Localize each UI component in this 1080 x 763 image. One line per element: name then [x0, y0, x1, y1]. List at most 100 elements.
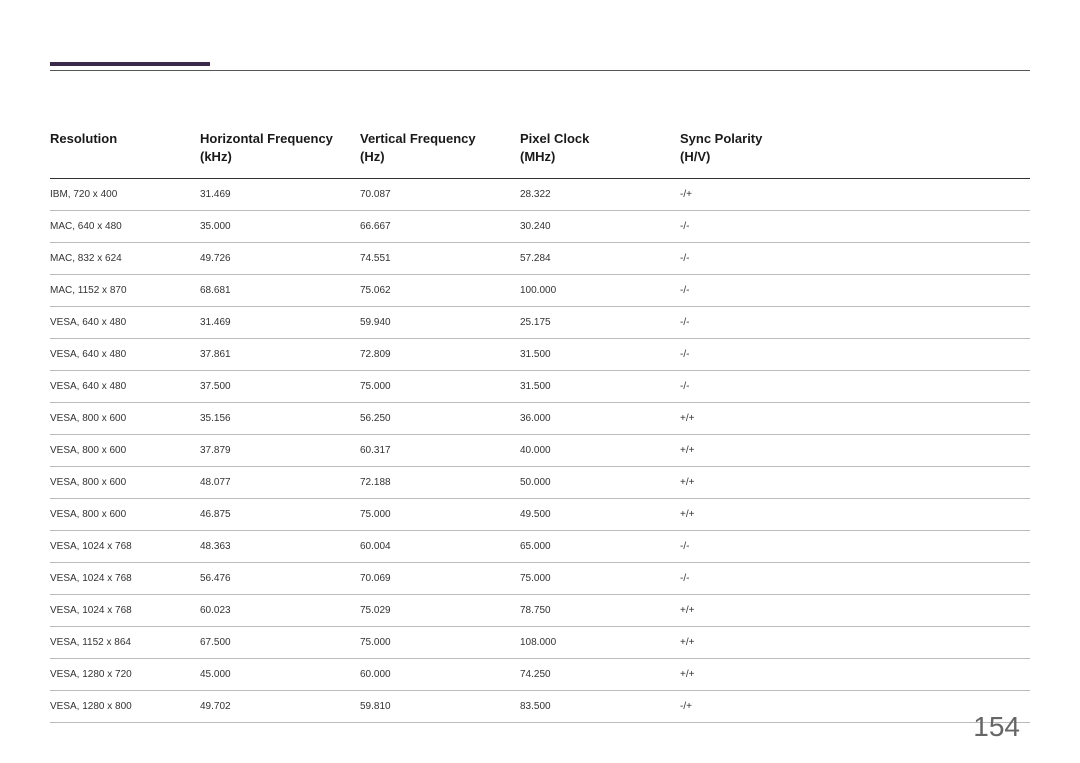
table-cell: +/+: [680, 595, 1030, 627]
table-cell: -/-: [680, 275, 1030, 307]
header-unit: (kHz): [200, 148, 352, 166]
table-cell: 67.500: [200, 627, 360, 659]
table-cell: VESA, 1280 x 800: [50, 691, 200, 723]
timing-table-container: Resolution Horizontal Frequency (kHz) Ve…: [50, 126, 1030, 723]
table-row: VESA, 1024 x 76848.36360.00465.000-/-: [50, 531, 1030, 563]
table-cell: 60.004: [360, 531, 520, 563]
table-cell: -/-: [680, 339, 1030, 371]
table-cell: 50.000: [520, 467, 680, 499]
table-cell: 75.000: [360, 627, 520, 659]
header-unit: (H/V): [680, 148, 1022, 166]
table-cell: 25.175: [520, 307, 680, 339]
table-cell: 72.188: [360, 467, 520, 499]
table-cell: VESA, 1024 x 768: [50, 531, 200, 563]
table-row: VESA, 640 x 48037.86172.80931.500-/-: [50, 339, 1030, 371]
table-cell: -/-: [680, 211, 1030, 243]
table-row: IBM, 720 x 40031.46970.08728.322-/+: [50, 179, 1030, 211]
table-cell: 40.000: [520, 435, 680, 467]
table-cell: 70.069: [360, 563, 520, 595]
table-cell: 28.322: [520, 179, 680, 211]
column-header-vfreq: Vertical Frequency (Hz): [360, 126, 520, 179]
header-main: Horizontal Frequency: [200, 130, 352, 148]
table-row: VESA, 1152 x 86467.50075.000108.000+/+: [50, 627, 1030, 659]
table-cell: VESA, 1024 x 768: [50, 595, 200, 627]
table-cell: -/-: [680, 531, 1030, 563]
table-cell: 37.500: [200, 371, 360, 403]
table-cell: 35.156: [200, 403, 360, 435]
header-main: Pixel Clock: [520, 130, 672, 148]
table-cell: 60.023: [200, 595, 360, 627]
header-divider: [50, 70, 1030, 71]
timing-table: Resolution Horizontal Frequency (kHz) Ve…: [50, 126, 1030, 723]
accent-bar: [50, 62, 210, 66]
table-cell: 56.476: [200, 563, 360, 595]
page-header-region: [50, 0, 1030, 71]
table-cell: 75.000: [360, 499, 520, 531]
table-cell: 60.000: [360, 659, 520, 691]
table-cell: 48.077: [200, 467, 360, 499]
header-main: Sync Polarity: [680, 130, 1022, 148]
table-cell: MAC, 640 x 480: [50, 211, 200, 243]
table-cell: -/-: [680, 307, 1030, 339]
table-cell: 68.681: [200, 275, 360, 307]
column-header-sync: Sync Polarity (H/V): [680, 126, 1030, 179]
table-cell: VESA, 640 x 480: [50, 339, 200, 371]
table-cell: 31.469: [200, 307, 360, 339]
table-row: VESA, 1024 x 76860.02375.02978.750+/+: [50, 595, 1030, 627]
table-cell: +/+: [680, 467, 1030, 499]
table-cell: 59.810: [360, 691, 520, 723]
header-main: Vertical Frequency: [360, 130, 512, 148]
table-cell: 36.000: [520, 403, 680, 435]
table-cell: IBM, 720 x 400: [50, 179, 200, 211]
header-unit: (Hz): [360, 148, 512, 166]
table-header-row: Resolution Horizontal Frequency (kHz) Ve…: [50, 126, 1030, 179]
table-cell: +/+: [680, 627, 1030, 659]
table-cell: 78.750: [520, 595, 680, 627]
table-row: VESA, 800 x 60035.15656.25036.000+/+: [50, 403, 1030, 435]
table-cell: MAC, 832 x 624: [50, 243, 200, 275]
table-cell: VESA, 1152 x 864: [50, 627, 200, 659]
column-header-pixel: Pixel Clock (MHz): [520, 126, 680, 179]
table-cell: 31.500: [520, 339, 680, 371]
header-unit: (MHz): [520, 148, 672, 166]
column-header-hfreq: Horizontal Frequency (kHz): [200, 126, 360, 179]
table-cell: 60.317: [360, 435, 520, 467]
table-cell: 65.000: [520, 531, 680, 563]
table-cell: VESA, 800 x 600: [50, 435, 200, 467]
table-cell: 31.469: [200, 179, 360, 211]
table-cell: 35.000: [200, 211, 360, 243]
header-main: Resolution: [50, 130, 192, 148]
table-cell: 56.250: [360, 403, 520, 435]
table-cell: 46.875: [200, 499, 360, 531]
table-cell: 49.500: [520, 499, 680, 531]
table-cell: 75.000: [360, 371, 520, 403]
table-cell: -/-: [680, 563, 1030, 595]
table-cell: VESA, 800 x 600: [50, 499, 200, 531]
table-cell: VESA, 800 x 600: [50, 467, 200, 499]
table-row: VESA, 640 x 48037.50075.00031.500-/-: [50, 371, 1030, 403]
table-cell: +/+: [680, 659, 1030, 691]
page-number: 154: [973, 711, 1020, 743]
table-cell: 45.000: [200, 659, 360, 691]
table-cell: 74.551: [360, 243, 520, 275]
table-cell: 83.500: [520, 691, 680, 723]
table-row: VESA, 800 x 60048.07772.18850.000+/+: [50, 467, 1030, 499]
table-row: VESA, 1024 x 76856.47670.06975.000-/-: [50, 563, 1030, 595]
table-cell: VESA, 800 x 600: [50, 403, 200, 435]
table-row: MAC, 1152 x 87068.68175.062100.000-/-: [50, 275, 1030, 307]
table-cell: VESA, 1024 x 768: [50, 563, 200, 595]
table-body: IBM, 720 x 40031.46970.08728.322-/+MAC, …: [50, 179, 1030, 723]
table-cell: 75.000: [520, 563, 680, 595]
table-cell: 30.240: [520, 211, 680, 243]
table-row: VESA, 1280 x 72045.00060.00074.250+/+: [50, 659, 1030, 691]
table-cell: VESA, 1280 x 720: [50, 659, 200, 691]
table-row: VESA, 640 x 48031.46959.94025.175-/-: [50, 307, 1030, 339]
table-cell: 75.029: [360, 595, 520, 627]
table-cell: 108.000: [520, 627, 680, 659]
table-cell: 100.000: [520, 275, 680, 307]
table-cell: 66.667: [360, 211, 520, 243]
table-row: VESA, 1280 x 80049.70259.81083.500-/+: [50, 691, 1030, 723]
table-cell: 37.879: [200, 435, 360, 467]
table-cell: -/-: [680, 243, 1030, 275]
table-cell: 31.500: [520, 371, 680, 403]
